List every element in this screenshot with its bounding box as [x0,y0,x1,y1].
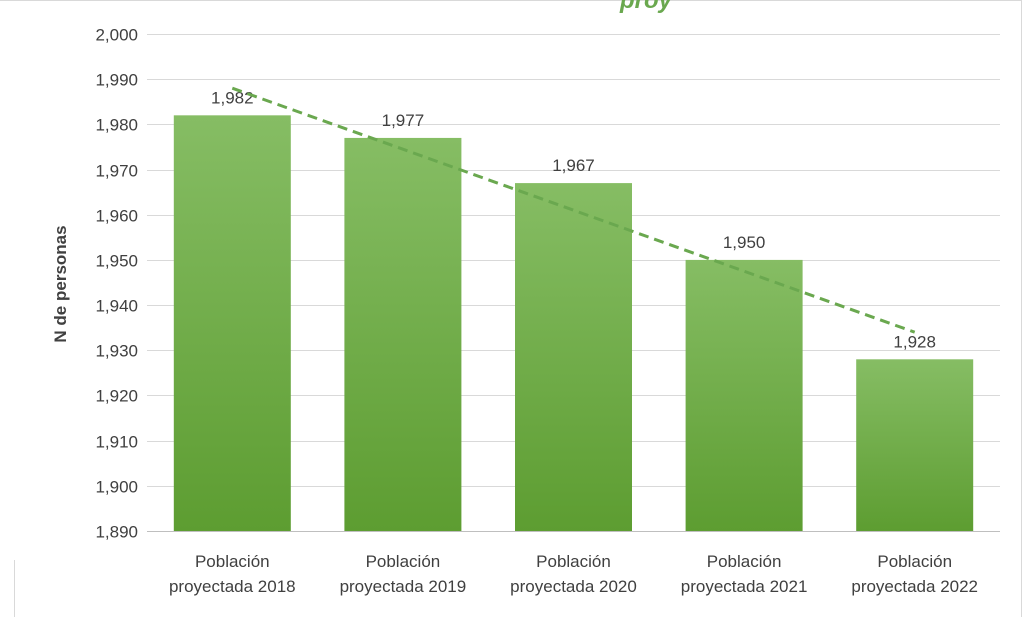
x-category-label: proyectada 2018 [169,577,296,596]
bar [344,137,462,531]
y-tick-label: 1,930 [95,342,138,361]
y-tick-label: 1,980 [95,116,138,135]
trendline-group [231,86,916,334]
y-tick-label: 1,960 [95,207,138,226]
x-category-label: Población [366,552,441,571]
bar [685,259,803,531]
y-tick-label: 1,890 [95,523,138,542]
data-label: 1,950 [723,233,766,252]
data-label: 1,977 [382,111,425,130]
y-tick-label: 1,920 [95,387,138,406]
bar [856,359,974,531]
trendline [231,86,916,334]
y-axis-ticks: 1,890 1,900 1,910 1,920 1,930 1,940 1,950 1,960… [95,26,138,542]
x-category-label: Población [877,552,952,571]
data-label: 1,928 [893,332,936,351]
x-category-label: Población [707,552,782,571]
y-axis-title: N de personas [51,225,70,342]
data-label: 1,967 [552,156,595,175]
x-category-label: proyectada 2022 [851,577,978,596]
x-category-label: proyectada 2019 [340,577,467,596]
bars [173,115,974,531]
data-label: 1,982 [211,88,254,107]
y-tick-label: 1,900 [95,478,138,497]
y-tick-label: 1,940 [95,297,138,316]
y-tick-label: 1,970 [95,162,138,181]
x-category-label: proyectada 2021 [681,577,808,596]
data-labels: 1,982 1,977 1,967 1,950 1,928 [211,88,936,351]
y-tick-label: 2,000 [95,26,138,45]
y-tick-label: 1,910 [95,433,138,452]
bar [173,115,291,531]
x-category-label: proyectada 2020 [510,577,637,596]
bar [515,183,632,531]
x-category-label: Población [195,552,270,571]
x-category-label: Población [536,552,611,571]
x-axis-categories: Población proyectada 2018 Población proyect… [169,552,978,596]
chart-title: proy [619,0,674,14]
y-tick-label: 1,990 [95,71,138,90]
y-tick-label: 1,950 [95,252,138,271]
